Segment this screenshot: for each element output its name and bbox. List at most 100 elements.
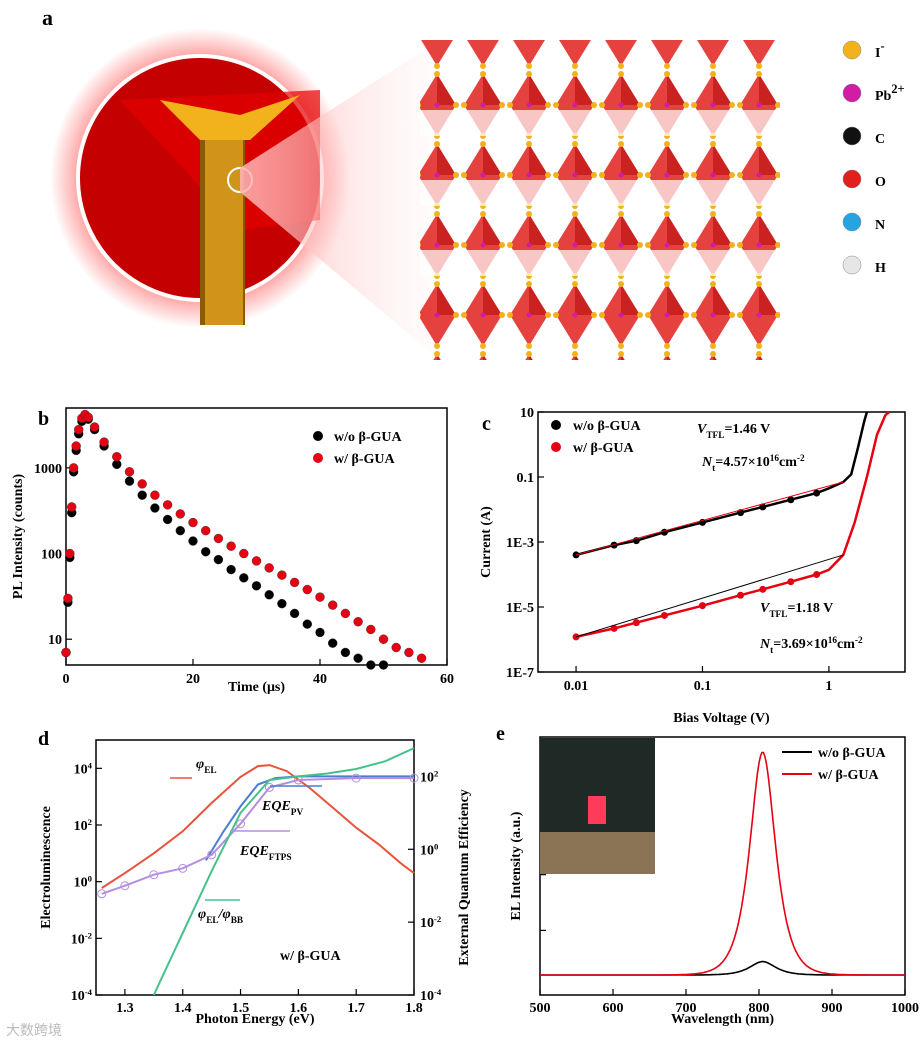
annotation-3-part: 16	[828, 636, 838, 646]
curve-label-0-part: φ	[196, 757, 204, 772]
data-point-0	[200, 547, 211, 557]
y-tick-label-left-part: -2	[85, 930, 92, 940]
data-point-1	[150, 490, 160, 500]
panel-c-label: c	[482, 413, 491, 435]
legend-label-5-part: H	[875, 261, 886, 276]
legend-atom-1	[842, 83, 862, 103]
data-point-1	[289, 577, 300, 588]
y-axis-label-right: External Quantum Efficiency	[457, 789, 472, 966]
y-tick-label-right-part: 10	[420, 916, 434, 931]
data-point-0	[328, 638, 338, 648]
x-tick-label: 1.8	[405, 1001, 423, 1016]
annotation-3-part: =3.69×10	[773, 637, 827, 652]
series-line-3	[152, 747, 415, 996]
panel-d-label: d	[38, 728, 49, 750]
legend-label-3-part: O	[875, 175, 886, 190]
data-point-0	[239, 573, 249, 583]
annotation-0: VTFL=1.46 V	[697, 422, 770, 441]
data-point-ftps	[120, 881, 130, 891]
data-point-0	[813, 489, 821, 497]
data-point-0	[251, 581, 262, 591]
legend-label-3: O	[875, 175, 886, 190]
legend-label-1: w/ β-GUA	[818, 768, 880, 783]
y-tick-label: 1E-5	[506, 601, 534, 616]
x-tick-label: 800	[749, 1001, 770, 1016]
x-tick-label: 0.01	[564, 679, 589, 694]
data-point-1	[83, 412, 93, 422]
y-tick-label-right-part: 10	[420, 989, 434, 1004]
y-axis-label-left: Electroluminescence	[39, 806, 54, 929]
organic-layer-2	[420, 180, 780, 206]
data-point-0	[340, 647, 351, 658]
data-point-1	[124, 467, 135, 477]
legend-atom-0	[842, 40, 862, 60]
panel-a: a I- Pb2+ C O N H	[42, 5, 905, 360]
data-point-1	[610, 624, 618, 632]
legend-marker-1	[313, 453, 323, 463]
data-point-1	[302, 584, 312, 595]
legend-label-1-part: Pb	[875, 89, 892, 104]
y-tick-label-right-part: 0	[434, 841, 438, 851]
legend-atom-2	[842, 126, 862, 146]
legend-marker-0	[313, 431, 323, 441]
data-point-1	[63, 593, 73, 604]
data-point-1	[391, 642, 401, 653]
y-tick-label-left: 104	[74, 760, 93, 777]
data-point-1	[813, 571, 821, 578]
legend-label-2: C	[875, 132, 885, 147]
curve-label-0-part: EL	[204, 766, 216, 776]
data-point-1	[200, 525, 211, 536]
data-point-1	[660, 611, 668, 619]
x-axis-label: Bias Voltage (V)	[673, 711, 770, 726]
series-line-0	[101, 764, 415, 889]
zoom-cone	[240, 40, 440, 360]
legend-marker-1	[551, 442, 561, 452]
curve-label-3-part: /φ	[218, 907, 231, 922]
curve-label-3-part: EL	[206, 916, 218, 926]
data-point-0	[759, 503, 767, 511]
annotation-3-part: -2	[855, 636, 863, 646]
data-point-0	[277, 598, 287, 609]
panel-e-label: e	[496, 723, 505, 745]
data-point-0	[353, 653, 363, 663]
y-tick-label-left: 10-2	[71, 930, 92, 947]
annotation-2-part: TFL	[769, 610, 787, 620]
curve-label-2: EQEFTPS	[239, 844, 292, 863]
y-tick-label: 10	[520, 406, 534, 421]
y-tick-label-right: 10-4	[420, 987, 442, 1004]
y-tick-label-left: 102	[74, 817, 92, 834]
y-tick-label-right: 102	[420, 768, 438, 785]
y-tick-label-left: 100	[74, 874, 92, 891]
x-tick-label: 1.5	[232, 1001, 250, 1016]
data-point-1	[737, 591, 745, 599]
annotation-1-part: -2	[797, 454, 805, 464]
panel-b-label: b	[38, 408, 49, 430]
y-tick-label-right: 100	[420, 841, 438, 858]
y-tick-label-left-part: 0	[88, 874, 92, 884]
data-point-1	[353, 617, 363, 627]
legend-atom-4	[842, 212, 862, 232]
annotation-0-part: V	[697, 422, 708, 437]
data-point-1	[137, 479, 147, 489]
annotation-1-part: 16	[770, 454, 780, 464]
data-point-1	[787, 578, 795, 586]
data-point-0	[188, 536, 198, 546]
annotation-2: VTFL=1.18 V	[760, 601, 833, 620]
x-tick-label: 60	[440, 672, 454, 687]
data-point-0	[213, 554, 224, 565]
y-tick-label-left-part: 4	[88, 760, 93, 770]
y-tick-label-left-part: 10	[74, 819, 88, 834]
data-point-1	[89, 422, 100, 432]
curve-label-2-part: FTPS	[269, 853, 292, 863]
data-point-1	[68, 463, 79, 473]
fit-line-0	[575, 481, 844, 556]
data-point-1	[99, 437, 109, 447]
x-axis-label: Time (μs)	[228, 680, 285, 695]
annotation-1-part: t	[712, 464, 716, 474]
panel-d: d 1.3 1.4 1.5 1.6 1.7 1.810-410-210010210410-…	[38, 728, 472, 1027]
annotation-3-part: N	[759, 637, 771, 652]
data-point-0	[124, 476, 135, 486]
data-point-0	[610, 541, 618, 549]
x-tick-label: 700	[676, 1001, 697, 1016]
